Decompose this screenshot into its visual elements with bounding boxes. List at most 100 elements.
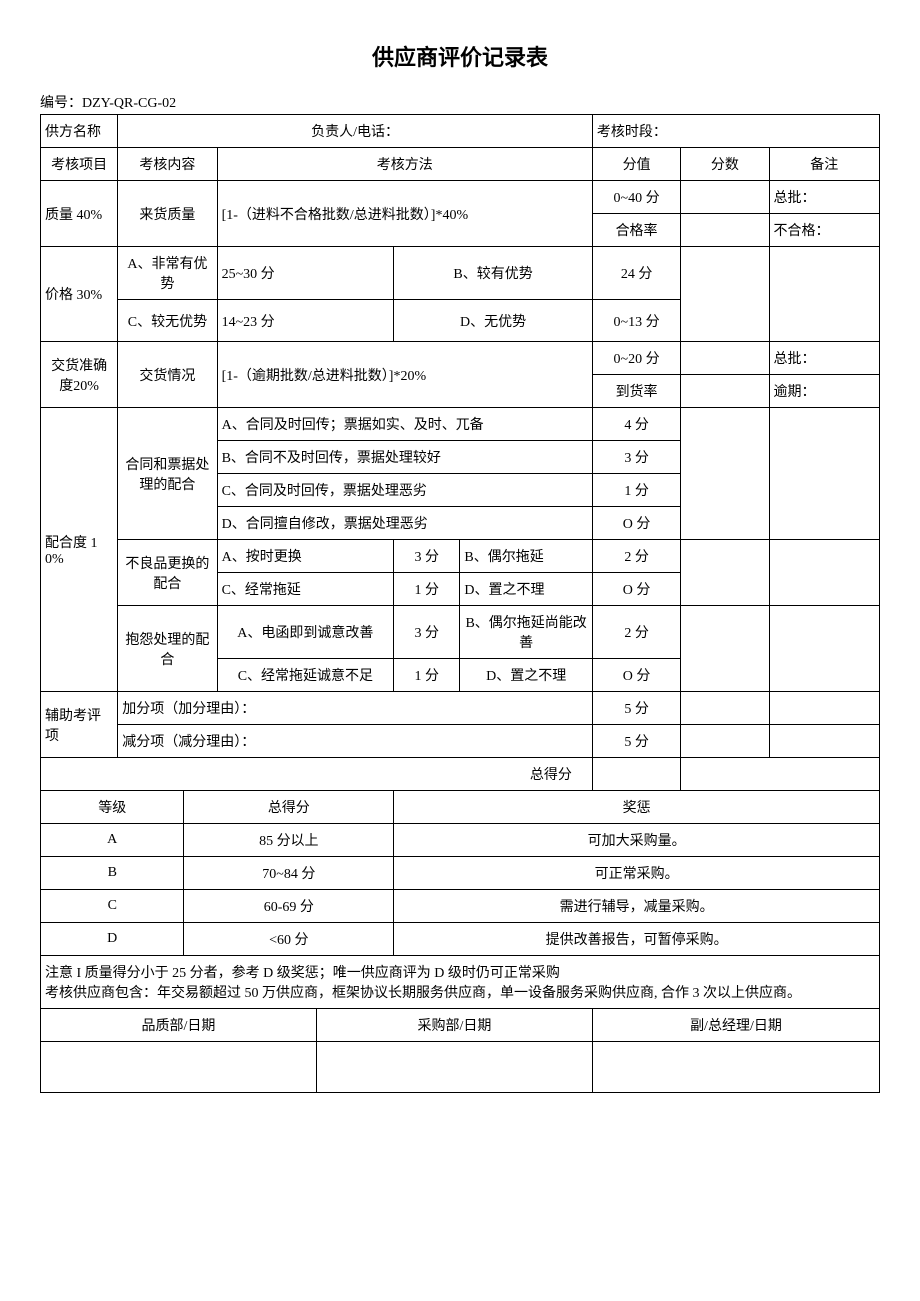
page-title: 供应商评价记录表 bbox=[40, 40, 880, 72]
delivery-method: [1-（逾期批数/总进料批数）]*20% bbox=[217, 342, 592, 408]
sign-pur-field[interactable] bbox=[316, 1042, 592, 1093]
coop-c3a-v: 3 分 bbox=[394, 606, 460, 659]
aux-add: 加分项（加分理由）： bbox=[118, 692, 593, 725]
grade-a-s: 85 分以上 bbox=[184, 824, 394, 857]
coop-c1c-v: 1 分 bbox=[592, 474, 680, 507]
delivery-score1[interactable] bbox=[681, 342, 769, 375]
grade-d-s: <60 分 bbox=[184, 923, 394, 956]
grade-c-s: 60-69 分 bbox=[184, 890, 394, 923]
price-c-label: C、较无优势 bbox=[118, 300, 217, 342]
price-note[interactable] bbox=[769, 247, 879, 342]
quality-score1[interactable] bbox=[681, 181, 769, 214]
aux-sub-v: 5 分 bbox=[592, 725, 680, 758]
quality-note2: 不合格： bbox=[769, 214, 879, 247]
price-score[interactable] bbox=[681, 247, 769, 342]
coop-c3-score[interactable] bbox=[681, 606, 769, 692]
coop-c1b: B、合同不及时回传，票据处理较好 bbox=[217, 441, 592, 474]
aux-sub-note[interactable] bbox=[769, 725, 879, 758]
price-item: 价格 30% bbox=[41, 247, 118, 342]
col-note: 备注 bbox=[769, 148, 879, 181]
col-content: 考核内容 bbox=[118, 148, 217, 181]
quality-content: 来货质量 bbox=[118, 181, 217, 247]
grade-a-r: 可加大采购量。 bbox=[394, 824, 880, 857]
coop-c2b-v: 2 分 bbox=[592, 540, 680, 573]
coop-c2a: A、按时更换 bbox=[217, 540, 394, 573]
coop-c1a: A、合同及时回传；票据如实、及时、兀备 bbox=[217, 408, 592, 441]
coop-c3a: A、电函即到诚意改善 bbox=[217, 606, 394, 659]
total-label: 总得分 bbox=[41, 758, 593, 791]
coop-c3d-v: O 分 bbox=[592, 659, 680, 692]
quality-note1: 总批： bbox=[769, 181, 879, 214]
coop-c2d: D、置之不理 bbox=[460, 573, 593, 606]
coop-c3d: D、置之不理 bbox=[460, 659, 593, 692]
sign-qc-field[interactable] bbox=[41, 1042, 317, 1093]
coop-c1b-v: 3 分 bbox=[592, 441, 680, 474]
grade-a-g: A bbox=[41, 824, 184, 857]
coop-c1a-v: 4 分 bbox=[592, 408, 680, 441]
delivery-val1: 0~20 分 bbox=[592, 342, 680, 375]
grade-hdr-score: 总得分 bbox=[184, 791, 394, 824]
coop-c2a-v: 3 分 bbox=[394, 540, 460, 573]
price-b-label: B、较有优势 bbox=[394, 247, 593, 300]
notice-cell: 注意 I 质量得分小于 25 分者，参考 D 级奖惩；唯一供应商评为 D 级时仍… bbox=[41, 956, 880, 1009]
coop-c2c: C、经常拖延 bbox=[217, 573, 394, 606]
delivery-note1: 总批： bbox=[769, 342, 879, 375]
coop-c2-note[interactable] bbox=[769, 540, 879, 606]
contact-label: 负责人/电话： bbox=[118, 115, 593, 148]
coop-c2d-v: O 分 bbox=[592, 573, 680, 606]
sign-gm-label: 副/总经理/日期 bbox=[592, 1009, 879, 1042]
coop-c3b-v: 2 分 bbox=[592, 606, 680, 659]
doc-number: 编号：DZY-QR-CG-02 bbox=[40, 92, 880, 112]
quality-score2[interactable] bbox=[681, 214, 769, 247]
quality-method: [1-（进料不合格批数/总进料批数）]*40% bbox=[217, 181, 592, 247]
price-d-val: 0~13 分 bbox=[592, 300, 680, 342]
grade-b-g: B bbox=[41, 857, 184, 890]
grade-b-r: 可正常采购。 bbox=[394, 857, 880, 890]
period-label: 考核时段： bbox=[592, 115, 879, 148]
sign-qc-label: 品质部/日期 bbox=[41, 1009, 317, 1042]
col-item: 考核项目 bbox=[41, 148, 118, 181]
coop-c3c-v: 1 分 bbox=[394, 659, 460, 692]
delivery-content: 交货情况 bbox=[118, 342, 217, 408]
aux-sub: 减分项（减分理由）： bbox=[118, 725, 593, 758]
aux-add-note[interactable] bbox=[769, 692, 879, 725]
price-b-val: 24 分 bbox=[592, 247, 680, 300]
coop-c1d-v: O 分 bbox=[592, 507, 680, 540]
aux-item: 辅助考评项 bbox=[41, 692, 118, 758]
aux-add-v: 5 分 bbox=[592, 692, 680, 725]
grade-hdr-reward: 奖惩 bbox=[394, 791, 880, 824]
coop-c1d: D、合同擅自修改，票据处理恶劣 bbox=[217, 507, 592, 540]
quality-val2: 合格率 bbox=[592, 214, 680, 247]
price-a-range: 25~30 分 bbox=[217, 247, 394, 300]
grade-b-s: 70~84 分 bbox=[184, 857, 394, 890]
delivery-item: 交货准确度20% bbox=[41, 342, 118, 408]
quality-item: 质量 40% bbox=[41, 181, 118, 247]
sign-gm-field[interactable] bbox=[592, 1042, 879, 1093]
aux-sub-score[interactable] bbox=[681, 725, 769, 758]
coop-c3-note[interactable] bbox=[769, 606, 879, 692]
coop-c1c: C、合同及时回传，票据处理恶劣 bbox=[217, 474, 592, 507]
coop-item: 配合度 10% bbox=[41, 408, 118, 692]
coop-c3c: C、经常拖延诚意不足 bbox=[217, 659, 394, 692]
delivery-score2[interactable] bbox=[681, 375, 769, 408]
coop-c3b: B、偶尔拖延尚能改善 bbox=[460, 606, 593, 659]
supplier-name-label: 供方名称 bbox=[41, 115, 118, 148]
col-method: 考核方法 bbox=[217, 148, 592, 181]
coop-c3-content: 抱怨处理的配合 bbox=[118, 606, 217, 692]
grade-d-r: 提供改善报告，可暂停采购。 bbox=[394, 923, 880, 956]
aux-add-score[interactable] bbox=[681, 692, 769, 725]
price-c-range: 14~23 分 bbox=[217, 300, 394, 342]
coop-c1-score[interactable] bbox=[681, 408, 769, 540]
coop-c2b: B、偶尔拖延 bbox=[460, 540, 593, 573]
coop-c2-score[interactable] bbox=[681, 540, 769, 606]
price-a-label: A、非常有优势 bbox=[118, 247, 217, 300]
col-score: 分数 bbox=[681, 148, 769, 181]
total-blank bbox=[681, 758, 880, 791]
coop-c2-content: 不良品更换的配合 bbox=[118, 540, 217, 606]
grade-c-g: C bbox=[41, 890, 184, 923]
coop-c2c-v: 1 分 bbox=[394, 573, 460, 606]
total-value-cell[interactable] bbox=[592, 758, 680, 791]
delivery-val2: 到货率 bbox=[592, 375, 680, 408]
quality-val1: 0~40 分 bbox=[592, 181, 680, 214]
coop-c1-note[interactable] bbox=[769, 408, 879, 540]
